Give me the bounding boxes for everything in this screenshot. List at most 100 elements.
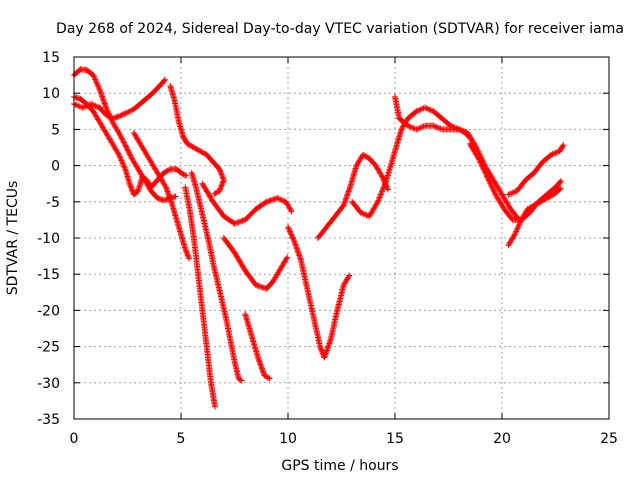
data-point [379,187,386,194]
data-point [237,376,244,383]
data-point [288,208,295,215]
data-point [456,126,463,133]
data-point [552,149,559,156]
data-point [90,73,97,80]
data-point [92,76,99,83]
data-point [216,187,223,194]
data-point [103,111,110,118]
data-point [288,232,295,239]
data-point [485,177,492,184]
data-point [488,183,495,190]
data-point [194,146,201,153]
data-point [382,179,389,186]
data-point [128,154,135,161]
data-point [414,125,421,132]
data-point [213,189,220,196]
data-point [218,170,225,177]
data-point [264,374,271,381]
data-point [184,251,191,258]
data-point [217,168,224,175]
data-point [511,231,518,238]
data-point [516,219,523,226]
data-point [184,140,191,147]
data-point [404,122,411,129]
series-arc-16 [505,185,564,249]
data-point [94,80,101,87]
data-point [115,151,122,158]
y-axis-title: SDTVAR / TECUs [5,181,21,296]
series-arc-10 [242,311,273,382]
data-point [75,102,82,109]
data-point [120,139,127,146]
y-tick-label: 5 [51,122,60,138]
data-point [437,125,444,132]
data-point [179,170,186,177]
data-point [363,153,370,160]
data-point [121,111,128,118]
data-point [475,155,482,162]
data-point [379,173,386,180]
data-point [416,125,423,132]
data-point [546,193,553,200]
data-point [318,346,325,353]
data-point [551,150,558,157]
data-point [431,123,438,130]
data-point [380,184,387,191]
data-point [115,150,122,157]
data-point [266,375,273,382]
data-point [384,185,391,192]
data-point [553,149,560,156]
data-point [220,178,227,185]
data-point [185,141,192,148]
data-point [284,254,291,261]
data-point [126,150,133,157]
data-point [477,159,484,166]
data-point [93,103,100,110]
data-point [182,247,189,254]
data-point [380,185,387,192]
data-point [414,107,421,114]
data-points [71,66,567,410]
data-point [542,195,549,202]
data-point [189,143,196,150]
data-point [211,403,218,410]
data-point [119,160,126,167]
data-point [219,173,226,180]
data-point [193,145,200,152]
data-point [265,374,272,381]
data-point [410,125,417,132]
data-point [374,198,381,205]
data-point [198,148,205,155]
data-point [527,204,534,211]
data-point [119,158,126,165]
data-point [274,195,281,202]
y-tick-label: -25 [37,340,60,356]
data-point [377,193,384,200]
data-point [540,197,547,204]
data-point [115,113,122,120]
data-point [280,197,287,204]
data-point [478,160,485,167]
data-point [219,174,226,181]
data-point [407,123,414,130]
data-point [215,188,222,195]
data-point [423,105,430,112]
y-tick-label: -20 [37,303,60,319]
data-point [532,201,539,208]
data-point [199,149,206,156]
data-point [118,134,125,141]
data-point [513,228,520,235]
data-point [286,227,293,234]
data-point [525,205,532,212]
data-point [94,82,101,89]
data-point [117,156,124,163]
y-tick-label: 10 [42,86,60,102]
data-point [90,102,97,109]
data-point [128,186,135,193]
data-point [360,210,367,217]
data-point [541,196,548,203]
data-point [505,191,512,198]
data-point [375,197,382,204]
data-point [121,164,128,171]
data-point [128,107,135,114]
